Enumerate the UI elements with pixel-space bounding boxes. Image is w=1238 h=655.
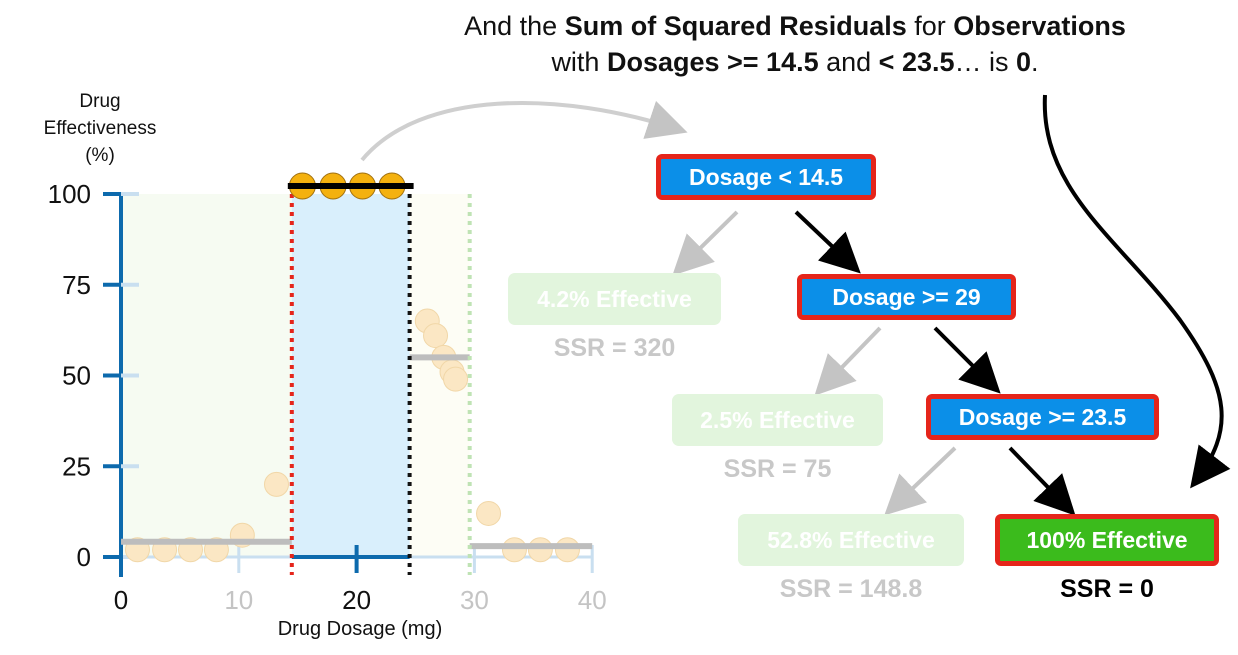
region-left [121, 194, 292, 557]
data-point-faded [501, 537, 527, 563]
tree-edges [360, 94, 1231, 516]
x-tick-label: 30 [460, 585, 489, 615]
text-bold: Sum of Squared Residuals [564, 11, 907, 41]
text-bold: Observations [953, 11, 1126, 41]
heading-line-2: with Dosages >= 14.5 and < 23.5… is 0. [330, 44, 1238, 80]
text: And the [464, 11, 565, 41]
text: and [818, 47, 879, 77]
data-point-faded [476, 500, 502, 526]
edge [1008, 446, 1076, 516]
y-tick-label: 0 [77, 542, 91, 572]
leaf-node-2-5[interactable]: 2.5% Effective [672, 394, 883, 446]
y-label-line: (%) [85, 145, 115, 166]
y-tick-label: 50 [62, 361, 91, 391]
curved-arrow-top [360, 100, 688, 162]
text: for [906, 11, 954, 41]
data-point-faded [554, 537, 580, 563]
text: with [551, 47, 607, 77]
x-tick-label: 40 [578, 585, 607, 615]
text-bold: Dosages >= 14.5 [606, 47, 819, 77]
ssr-label: SSR = 75 [723, 455, 832, 483]
x-tick-label: 10 [224, 585, 253, 615]
heading-line-1: And the Sum of Squared Residuals for Obs… [330, 8, 1238, 44]
text: … is [954, 47, 1017, 77]
text-bold: 0 [1016, 47, 1032, 77]
y-axis-label: Drug Effectiveness (%) [20, 88, 180, 169]
y-tick-label: 25 [62, 451, 91, 481]
y-label-line: Effectiveness [43, 118, 157, 139]
edge [672, 210, 739, 276]
data-point-faded [527, 537, 553, 563]
curved-arrow-right [1042, 94, 1231, 489]
region-active [291, 194, 410, 557]
ssr-label-active: SSR = 0 [1060, 575, 1154, 603]
x-tick-label: 20 [342, 585, 371, 615]
y-label-line: Drug [79, 91, 121, 112]
leaf-node-100[interactable]: 100% Effective [996, 515, 1218, 565]
text-bold: < 23.5 [878, 47, 955, 77]
leaf-node-4-2[interactable]: 4.2% Effective [508, 273, 721, 325]
data-point-faded [423, 323, 449, 349]
edge [814, 326, 882, 396]
x-axis-label: Drug Dosage (mg) [277, 618, 443, 640]
leaf-node-52-8[interactable]: 52.8% Effective [738, 514, 964, 566]
edge [794, 210, 861, 274]
ssr-label: SSR = 320 [553, 334, 676, 362]
y-tick-label: 100 [48, 179, 91, 209]
y-tick-label: 75 [62, 270, 91, 300]
split-node-dosage-ge-29[interactable]: Dosage >= 29 [798, 275, 1015, 319]
edge [884, 446, 957, 516]
edge [933, 326, 1001, 394]
split-node-dosage-lt-14-5[interactable]: Dosage < 14.5 [657, 155, 875, 199]
split-node-dosage-ge-23-5[interactable]: Dosage >= 23.5 [927, 395, 1158, 439]
data-point-faded [443, 366, 469, 392]
text: . [1031, 47, 1039, 77]
ssr-label: SSR = 148.8 [779, 575, 923, 603]
data-point-faded [263, 471, 289, 497]
x-tick-label: 0 [114, 585, 128, 615]
